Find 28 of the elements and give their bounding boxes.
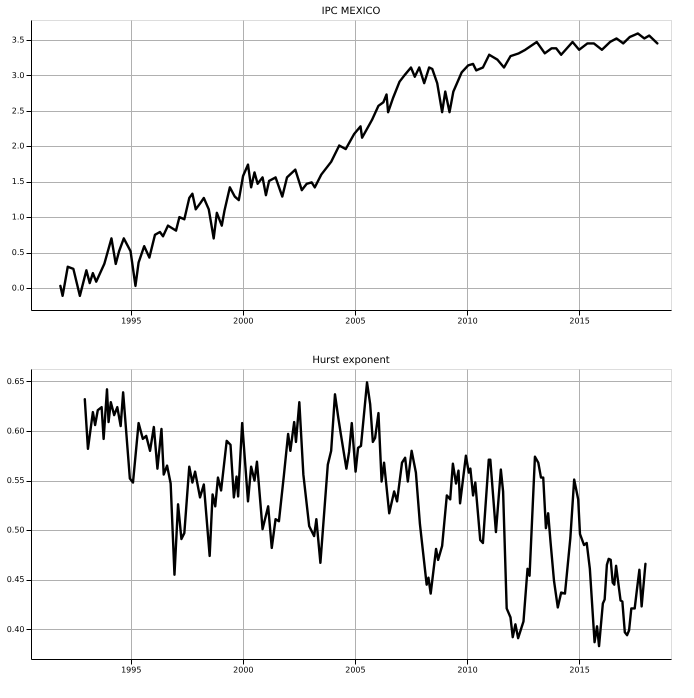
chart-title: Hurst exponent bbox=[312, 355, 390, 366]
chart-title: IPC MEXICO bbox=[322, 6, 380, 17]
y-tick-label: 0.60 bbox=[6, 426, 24, 436]
x-tick-label: 1995 bbox=[121, 666, 142, 674]
y-tick-label: 0.55 bbox=[6, 476, 24, 486]
y-tick-label: 1.5 bbox=[12, 177, 24, 186]
x-tick-label: 2015 bbox=[569, 316, 590, 326]
x-tick-label: 2005 bbox=[345, 666, 366, 674]
y-tick-label: 1.0 bbox=[12, 212, 24, 222]
line-series bbox=[84, 381, 647, 648]
y-tick-label: 2.5 bbox=[12, 106, 24, 116]
y-tick-label: 2.0 bbox=[12, 142, 24, 151]
y-tick-label: 3.0 bbox=[12, 70, 24, 80]
y-tick-label: 0.45 bbox=[6, 575, 24, 584]
x-tick-label: 2015 bbox=[569, 666, 590, 674]
x-tick-label: 2010 bbox=[457, 666, 478, 674]
x-tick-label: 2000 bbox=[233, 666, 254, 674]
y-tick-label: 0.65 bbox=[6, 376, 24, 386]
y-tick-label: 0.40 bbox=[6, 624, 24, 634]
y-tick-label: 0.5 bbox=[12, 248, 24, 258]
line-series bbox=[59, 32, 659, 298]
x-tick-label: 1995 bbox=[121, 316, 142, 326]
x-tick-label: 2005 bbox=[345, 316, 366, 326]
x-tick-label: 2010 bbox=[457, 316, 478, 326]
x-tick-label: 2000 bbox=[233, 316, 254, 326]
y-tick-label: 0.50 bbox=[6, 526, 24, 535]
y-tick-label: 0.0 bbox=[12, 284, 24, 293]
y-tick-label: 3.5 bbox=[12, 35, 24, 44]
